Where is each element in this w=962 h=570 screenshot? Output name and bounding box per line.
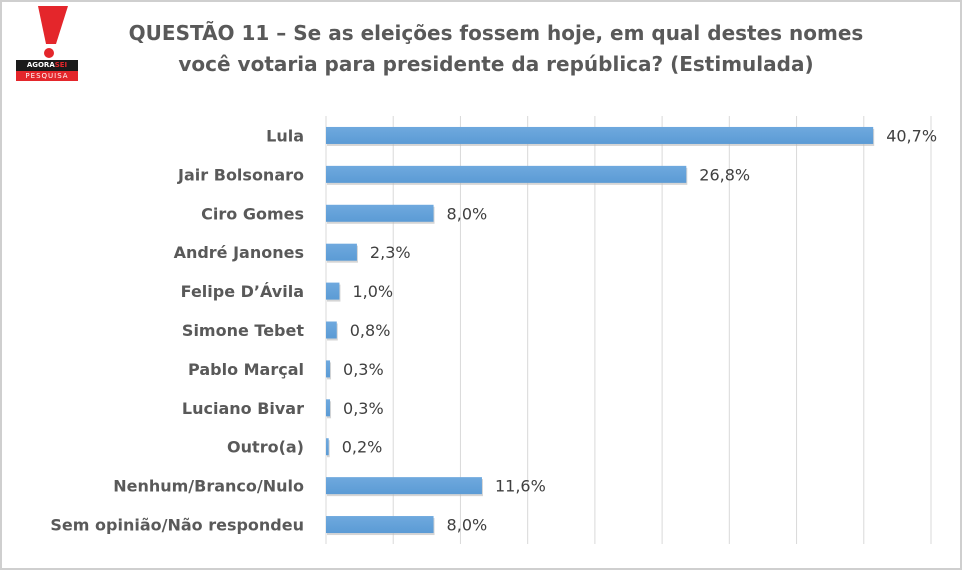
logo-subtitle: PESQUISA (16, 71, 78, 81)
bar (326, 399, 331, 417)
bar (326, 126, 874, 144)
bar (326, 204, 434, 222)
data-label: 0,8% (350, 321, 391, 340)
agorasei-logo-icon (38, 6, 68, 58)
category-label: Pablo Marçal (188, 360, 304, 379)
bar (326, 321, 337, 339)
data-label: 1,0% (352, 282, 393, 301)
chart-title: QUESTÃO 11 – Se as eleições fossem hoje,… (96, 18, 896, 80)
data-label: 0,2% (342, 438, 383, 457)
category-label: Outro(a) (227, 438, 304, 457)
category-label: Ciro Gomes (201, 204, 304, 223)
bar (326, 360, 331, 378)
category-label: Lula (266, 126, 304, 145)
category-label: Jair Bolsonaro (177, 165, 304, 184)
category-label: Simone Tebet (182, 321, 304, 340)
data-label: 8,0% (447, 204, 488, 223)
data-label: 2,3% (370, 243, 411, 262)
chart-title-line2: você votaria para presidente da repúblic… (178, 52, 814, 76)
category-label: Luciano Bivar (182, 399, 304, 418)
bar (326, 243, 357, 261)
category-label: Nenhum/Branco/Nulo (113, 477, 304, 496)
data-label: 11,6% (495, 477, 546, 496)
data-label: 0,3% (343, 360, 384, 379)
logo-brand: AGORASEI (16, 60, 78, 71)
bar (326, 165, 687, 183)
category-label: Sem opinião/Não respondeu (50, 516, 304, 535)
bar (326, 477, 482, 495)
category-label: André Janones (174, 243, 304, 262)
bar (326, 516, 434, 534)
data-label: 26,8% (699, 165, 750, 184)
data-label: 0,3% (343, 399, 384, 418)
data-label: 8,0% (447, 516, 488, 535)
chart-title-line1: QUESTÃO 11 – Se as eleições fossem hoje,… (128, 21, 864, 45)
data-label: 40,7% (886, 126, 937, 145)
category-label: Felipe D’Ávila (181, 282, 304, 301)
bar (326, 438, 329, 456)
bar (326, 282, 340, 300)
